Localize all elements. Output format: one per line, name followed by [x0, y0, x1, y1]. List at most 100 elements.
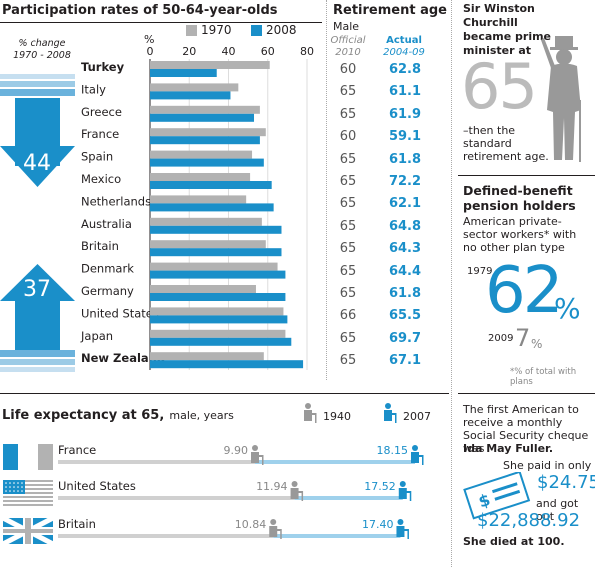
category-label: France — [81, 127, 119, 141]
bar-1970 — [150, 61, 270, 69]
category-label: Italy — [81, 82, 106, 96]
bar-2008 — [150, 181, 272, 189]
life-person-1940-icon — [251, 445, 264, 465]
churchill-text1: Sir Winston Churchill became prime minis… — [463, 2, 552, 57]
category-label: Britain — [81, 239, 119, 253]
bar-1970 — [150, 128, 266, 137]
churchill-age: 65 — [461, 50, 538, 123]
legend-1970-label: 1970 — [201, 23, 232, 37]
x-tick-label: 20 — [182, 45, 196, 58]
down-arrow-icon — [0, 74, 75, 187]
participation-title: Participation rates of 50-64-year-olds — [2, 3, 278, 18]
pension-subtitle: American private-sector workers* with no… — [463, 215, 577, 254]
official-age: 65 — [339, 106, 357, 122]
bar-2008 — [150, 225, 282, 234]
pension-year1: 1979 — [467, 266, 493, 277]
life-value-1940: 11.94 — [256, 480, 288, 493]
x-tick-label: 80 — [300, 45, 314, 58]
bar-2008 — [150, 158, 264, 167]
category-label: Denmark — [81, 262, 134, 276]
participation-chart: 44 37 0 20 40 60 80 Turkey Italy Greece France Sp… — [0, 45, 314, 372]
actual-age: 67.1 — [388, 353, 422, 369]
actual-age: 62.8 — [388, 62, 422, 77]
actual-age: 64.4 — [388, 263, 422, 279]
bar-2008 — [150, 270, 286, 279]
legend-2008-label: 2008 — [266, 23, 297, 37]
life-bar-1940 — [58, 460, 255, 464]
category-label: New Zealand — [81, 351, 165, 365]
actual-age: 64.3 — [388, 241, 422, 257]
life-bar-1940 — [58, 496, 295, 500]
bar-1970 — [150, 217, 262, 226]
category-label: Greece — [81, 105, 122, 119]
col-actual-year: 2004-09 — [383, 47, 425, 58]
life-country-label: United States — [58, 479, 136, 493]
fuller-paid-label: She paid in only — [503, 459, 592, 472]
life-person-1940-icon — [269, 519, 282, 539]
pension-year2: 2009 — [488, 333, 514, 344]
life-country-label: France — [58, 443, 96, 457]
official-age: 65 — [339, 241, 357, 257]
life-value-1940: 10.84 — [235, 518, 267, 531]
life-value-2007: 18.15 — [377, 444, 409, 457]
col-actual: Actual — [386, 35, 422, 46]
bar-1970 — [150, 83, 239, 92]
category-label: Netherlands — [81, 194, 151, 208]
churchill-text2: –then the standard retirement age. — [463, 124, 549, 163]
bar-1970 — [150, 173, 251, 181]
life-value-1940: 9.90 — [224, 444, 249, 457]
life-value-2007: 17.52 — [364, 480, 396, 493]
legend-2008-swatch — [251, 25, 262, 36]
official-age: 60 — [339, 129, 357, 145]
official-age: 65 — [339, 151, 357, 167]
actual-age: 59.1 — [388, 129, 422, 145]
col-official-year: 2010 — [335, 47, 361, 58]
bar-1970 — [150, 150, 253, 159]
life-bar-2007 — [294, 496, 403, 500]
life-value-2007: 17.40 — [362, 518, 394, 531]
actual-age: 61.9 — [388, 106, 422, 122]
category-label: United States — [81, 306, 159, 320]
life-person-2007-icon — [411, 445, 424, 465]
pension-pct1: % — [554, 292, 581, 325]
fuller-name: Ida May Fuller. — [463, 442, 554, 455]
bar-2008 — [150, 91, 231, 100]
actual-age: 61.8 — [388, 286, 422, 301]
up-arrow-icon — [0, 264, 75, 372]
pension-title: Defined-benefit pension holders — [463, 183, 576, 213]
bar-1970 — [150, 329, 286, 338]
axis-unit: % — [144, 33, 155, 46]
fuller-text1: The first American to receive a monthly … — [463, 403, 589, 455]
bar-1970 — [150, 105, 260, 114]
bar-2008 — [150, 360, 304, 369]
france-flag-icon — [3, 444, 53, 470]
official-age: 65 — [339, 263, 357, 279]
retirement-title: Retirement age — [333, 3, 447, 18]
life-country-label: Britain — [58, 517, 96, 531]
legend-2007: 2007 — [403, 410, 431, 423]
life-title: Life expectancy at 65, — [2, 408, 165, 423]
down-value: 44 — [23, 151, 51, 176]
x-tick-label: 0 — [147, 45, 154, 58]
legend-person-1940-icon — [304, 403, 317, 423]
actual-age: 64.8 — [388, 218, 422, 234]
bar-2008 — [150, 113, 255, 122]
churchill-silhouette-icon — [541, 36, 581, 162]
bar-2008 — [150, 69, 217, 77]
actual-age: 69.7 — [388, 330, 422, 346]
life-person-1940-icon — [290, 481, 304, 501]
official-age: 66 — [339, 308, 357, 324]
usa-flag-icon — [3, 480, 53, 506]
col-official: Official — [330, 35, 366, 46]
bar-2008 — [150, 337, 292, 346]
legend-1970-swatch — [186, 25, 197, 36]
official-age: 60 — [339, 62, 357, 77]
bar-2008 — [150, 293, 286, 301]
fuller-paid-value: $24.75 — [537, 472, 595, 493]
bar-2008 — [150, 203, 274, 212]
pension-value1: 62 — [485, 254, 563, 328]
life-person-2007-icon — [398, 481, 412, 501]
life-title-wrap: Life expectancy at 65, male, years — [2, 404, 234, 423]
official-age: 65 — [339, 196, 357, 212]
official-age: 65 — [339, 330, 357, 346]
